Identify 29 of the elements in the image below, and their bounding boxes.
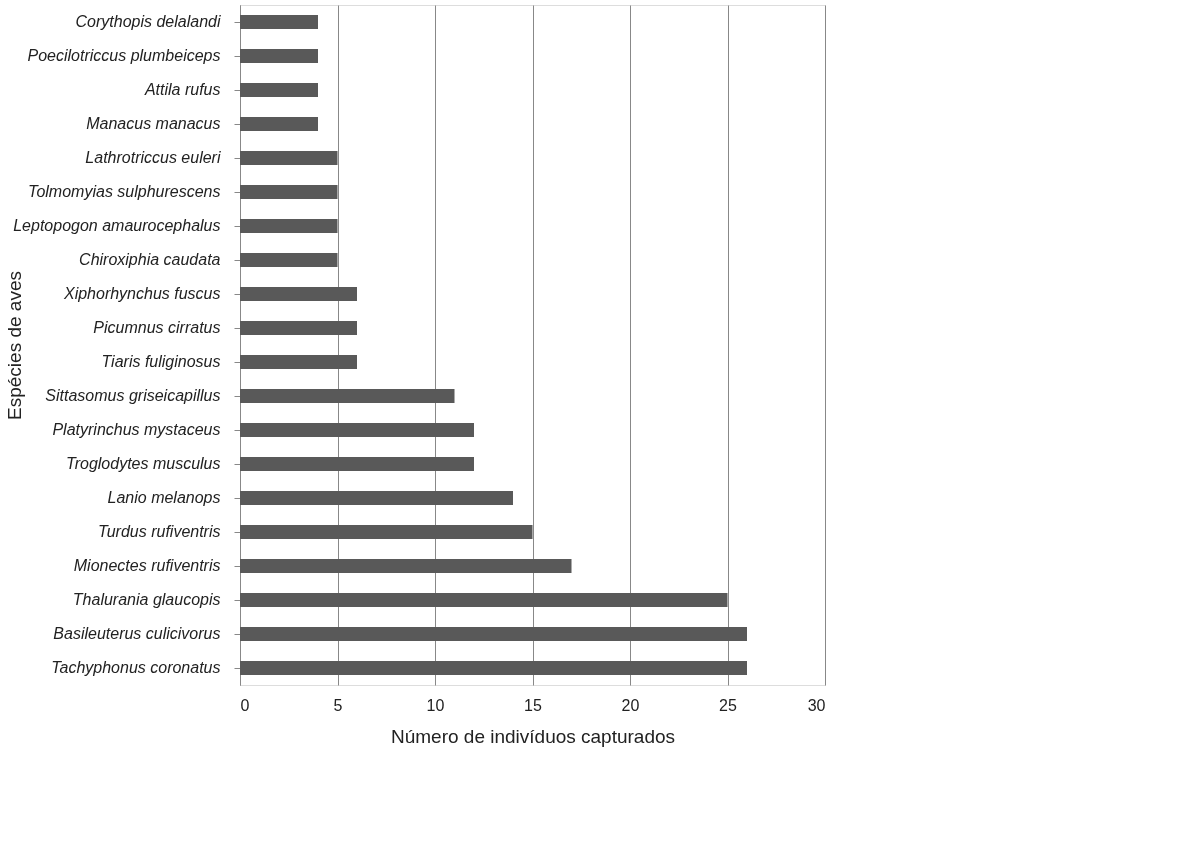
y-tick-label: Tachyphonus coronatus — [51, 659, 221, 676]
y-tick-label: Troglodytes musculus — [66, 455, 221, 472]
x-tick-label: 10 — [426, 696, 445, 714]
y-tick-label: Sittasomus griseicapillus — [45, 387, 221, 404]
y-tick-label: Lanio melanops — [107, 489, 221, 506]
x-tick-label: 30 — [807, 696, 826, 714]
y-tick-label: Manacus manacus — [86, 115, 221, 132]
y-tick-label: Corythopis delalandi — [75, 13, 221, 30]
y-tick-label: Picumnus cirratus — [93, 319, 221, 336]
y-tick-label: Poecilotriccus plumbeiceps — [27, 47, 221, 64]
x-tick-label: 15 — [524, 696, 542, 714]
y-tick-label: Platyrinchus mystaceus — [52, 421, 221, 438]
y-tick-label: Leptopogon amaurocephalus — [13, 217, 221, 234]
x-axis-title: Número de indivíduos capturados — [390, 725, 676, 747]
y-tick-label: Tiaris fuliginosus — [101, 353, 221, 370]
y-axis-title: Espécies de aves — [3, 271, 25, 420]
y-tick-label: Mionectes rufiventris — [73, 557, 221, 574]
x-tick-label: 0 — [240, 696, 250, 714]
y-tick-label: Xiphorhynchus fuscus — [62, 285, 221, 302]
y-tick-label: Attila rufus — [143, 81, 221, 98]
y-tick-label: Turdus rufiventris — [98, 523, 221, 540]
y-tick-label: Basileuterus culicivorus — [53, 625, 221, 642]
x-tick-label: 20 — [621, 696, 640, 714]
y-tick-label: Chiroxiphia caudata — [79, 251, 221, 268]
y-tick-label: Lathrotriccus euleri — [85, 149, 221, 166]
y-tick-label: Thalurania glaucopis — [72, 591, 221, 608]
y-tick-label: Tolmomyias sulphurescens — [28, 183, 221, 200]
x-tick-label: 5 — [333, 696, 343, 714]
x-tick-label: 25 — [719, 696, 737, 714]
